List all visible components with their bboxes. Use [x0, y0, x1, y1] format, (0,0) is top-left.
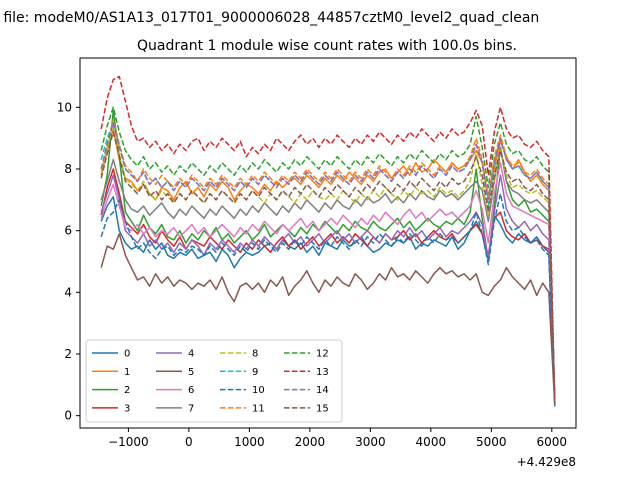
series-line-12: [100, 106, 556, 404]
series-line-10: [100, 192, 556, 407]
y-tick-label: 4: [64, 285, 72, 299]
series-line-11: [100, 118, 556, 404]
x-tick-label: −1000: [108, 435, 149, 449]
series-line-2: [100, 109, 556, 404]
series-line-1: [100, 128, 556, 404]
series-line-15: [100, 131, 556, 404]
y-tick-label: 10: [57, 100, 72, 114]
legend-label-0: 0: [124, 349, 130, 360]
x-tick-label: 2000: [295, 435, 326, 449]
legend-label-5: 5: [188, 367, 194, 378]
x-offset-label: +4.429e8: [517, 455, 576, 469]
legend-label-6: 6: [188, 385, 194, 396]
x-tick-label: 5000: [476, 435, 507, 449]
series-line-5: [100, 233, 556, 407]
y-tick-label: 6: [64, 224, 72, 238]
figure-suptitle: n file: modeM0/AS1A13_017T01_9000006028_…: [0, 10, 539, 26]
plot-lines: [100, 75, 556, 407]
series-line-4: [100, 174, 556, 404]
legend-label-15: 15: [316, 403, 329, 414]
x-tick-label: 3000: [355, 435, 386, 449]
series-line-13: [100, 75, 556, 404]
series-line-0: [100, 196, 556, 404]
legend-label-13: 13: [316, 367, 329, 378]
x-tick-label: 1000: [234, 435, 265, 449]
y-tick-label: 8: [64, 162, 72, 176]
y-tick-label: 0: [64, 409, 72, 423]
legend-label-1: 1: [124, 367, 130, 378]
x-tick-label: 0: [185, 435, 193, 449]
legend-label-10: 10: [252, 385, 265, 396]
legend-label-4: 4: [188, 349, 194, 360]
y-tick-label: 2: [64, 347, 72, 361]
axes-title: Quadrant 1 module wise count rates with …: [137, 38, 517, 54]
series-line-7: [100, 146, 556, 404]
legend-label-7: 7: [188, 403, 194, 414]
y-axis: 0 2 4 6 8 10: [57, 100, 80, 423]
legend-label-14: 14: [316, 385, 329, 396]
legend-label-3: 3: [124, 403, 130, 414]
series-line-6: [100, 162, 556, 404]
legend-label-2: 2: [124, 385, 130, 396]
legend-label-12: 12: [316, 349, 329, 360]
series-line-3: [100, 168, 556, 404]
legend-label-9: 9: [252, 367, 258, 378]
series-line-14: [100, 122, 556, 404]
x-tick-label: 4000: [416, 435, 447, 449]
legend-label-11: 11: [252, 403, 265, 414]
plot-frame: [79, 57, 577, 429]
x-axis: −1000 0 1000 2000 3000 4000 5000 6000: [108, 428, 567, 449]
x-tick-label: 6000: [537, 435, 568, 449]
legend-frame: [85, 339, 343, 423]
legend-label-8: 8: [252, 349, 258, 360]
